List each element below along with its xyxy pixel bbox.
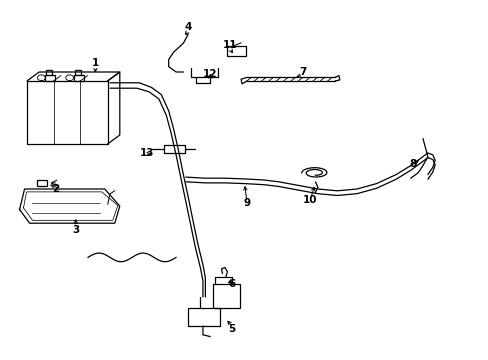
Bar [212,284,239,308]
Text: 1: 1 [92,58,99,68]
Text: 9: 9 [243,198,250,208]
Bar [37,180,47,186]
Text: 6: 6 [228,279,235,289]
Bar [75,70,81,75]
Text: 3: 3 [72,225,79,235]
Text: 10: 10 [303,195,317,205]
Bar [74,75,84,81]
Text: 2: 2 [53,184,60,194]
Bar [46,70,52,75]
Bar [44,75,55,81]
Text: 4: 4 [184,22,192,32]
Text: 12: 12 [203,69,217,79]
Bar [227,46,245,56]
Text: 8: 8 [409,159,416,169]
Text: 13: 13 [139,148,154,158]
Bar [188,308,220,326]
Text: 7: 7 [299,67,306,77]
Bar [27,81,107,144]
Text: 11: 11 [222,40,237,50]
Text: 5: 5 [228,324,235,334]
